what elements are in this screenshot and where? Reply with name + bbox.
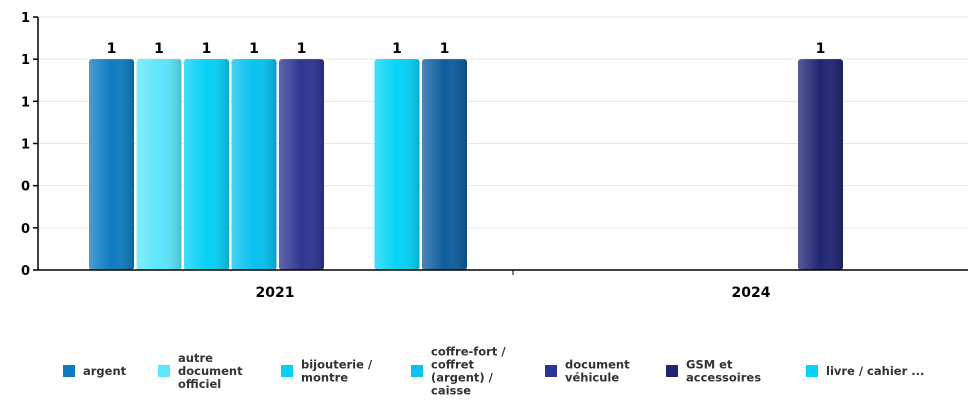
bar-shading bbox=[374, 59, 420, 270]
legend-swatch bbox=[666, 365, 678, 377]
legend-label: livre / cahier ... bbox=[826, 364, 924, 378]
bars bbox=[89, 59, 843, 270]
y-tick-label: 0 bbox=[21, 264, 30, 279]
bar-shading bbox=[184, 59, 229, 270]
legend-label: GSM et accessoires bbox=[686, 358, 761, 385]
legend-label: argent bbox=[83, 364, 127, 378]
legend-item[interactable]: document véhicule bbox=[545, 358, 630, 385]
legend: argent autre document officiel bijouterie / m… bbox=[63, 345, 924, 398]
legend-label: autre document officiel bbox=[178, 351, 243, 391]
legend-item[interactable]: autre document officiel bbox=[158, 351, 243, 391]
legend-item[interactable]: GSM et accessoires bbox=[666, 358, 761, 385]
data-label: 1 bbox=[154, 41, 164, 57]
data-label: 1 bbox=[440, 41, 450, 57]
bar-shading bbox=[798, 59, 843, 270]
legend-swatch bbox=[806, 365, 818, 377]
bar-shading bbox=[136, 59, 182, 270]
legend-swatch bbox=[281, 365, 293, 377]
x-tick-label: 2021 bbox=[256, 285, 295, 301]
legend-swatch bbox=[158, 365, 170, 377]
y-tick-label: 0 bbox=[21, 180, 30, 195]
x-axis-tick-labels: 2021 2024 bbox=[256, 285, 771, 301]
y-axis-tick-labels: 0 0 0 1 1 1 1 bbox=[21, 11, 38, 279]
y-tick-label: 1 bbox=[21, 11, 30, 26]
y-tick-label: 1 bbox=[21, 138, 30, 153]
data-label: 1 bbox=[249, 41, 259, 57]
legend-swatch bbox=[545, 365, 557, 377]
y-tick-label: 1 bbox=[21, 53, 30, 68]
legend-swatch bbox=[411, 365, 423, 377]
bar-shading bbox=[89, 59, 134, 270]
bar-shading bbox=[279, 59, 324, 270]
legend-label: coffre-fort / coffret (argent) / caisse bbox=[431, 345, 506, 398]
legend-item[interactable]: livre / cahier ... bbox=[806, 364, 924, 378]
data-label: 1 bbox=[392, 41, 402, 57]
legend-label: bijouterie / montre bbox=[301, 358, 373, 385]
data-labels: 1 1 1 1 1 1 1 1 bbox=[107, 41, 826, 57]
data-label: 1 bbox=[107, 41, 117, 57]
bar-shading bbox=[231, 59, 277, 270]
axes bbox=[37, 17, 968, 275]
data-label: 1 bbox=[202, 41, 212, 57]
data-label: 1 bbox=[816, 41, 826, 57]
y-tick-label: 1 bbox=[21, 95, 30, 110]
y-tick-label: 0 bbox=[21, 222, 30, 237]
legend-item[interactable]: coffre-fort / coffret (argent) / caisse bbox=[411, 345, 506, 398]
legend-label: document véhicule bbox=[565, 358, 630, 385]
legend-item[interactable]: argent bbox=[63, 364, 127, 378]
legend-item[interactable]: bijouterie / montre bbox=[281, 358, 373, 385]
bar-shading bbox=[422, 59, 467, 270]
x-tick-label: 2024 bbox=[732, 285, 771, 301]
legend-swatch bbox=[63, 365, 75, 377]
data-label: 1 bbox=[297, 41, 307, 57]
